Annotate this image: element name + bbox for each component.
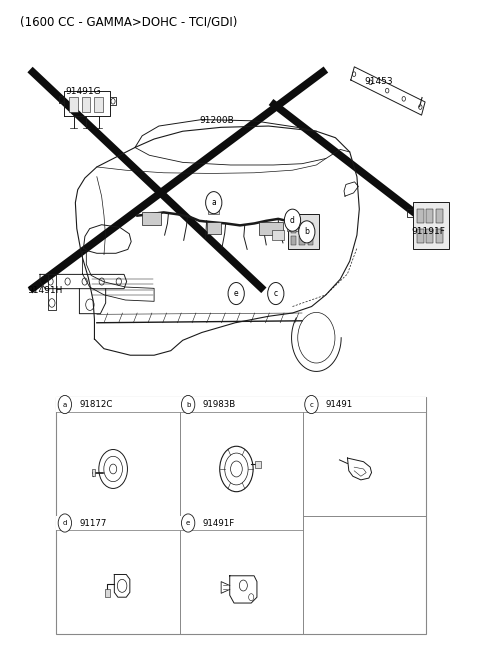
FancyBboxPatch shape [290, 237, 296, 246]
FancyBboxPatch shape [436, 209, 443, 224]
FancyBboxPatch shape [288, 214, 319, 250]
FancyBboxPatch shape [299, 237, 305, 246]
FancyBboxPatch shape [142, 213, 161, 226]
Text: e: e [234, 289, 239, 298]
Text: b: b [186, 402, 191, 408]
FancyBboxPatch shape [259, 222, 283, 235]
FancyBboxPatch shape [308, 237, 313, 246]
Text: 91812C: 91812C [79, 400, 112, 409]
Text: d: d [290, 216, 295, 225]
Text: 91200B: 91200B [199, 116, 234, 125]
FancyBboxPatch shape [426, 229, 433, 243]
Circle shape [268, 282, 284, 304]
FancyBboxPatch shape [292, 224, 312, 239]
FancyBboxPatch shape [413, 202, 449, 248]
FancyBboxPatch shape [94, 96, 103, 112]
FancyBboxPatch shape [105, 589, 109, 597]
Text: 91191F: 91191F [412, 228, 445, 237]
FancyBboxPatch shape [56, 398, 180, 411]
Text: (1600 CC - GAMMA>DOHC - TCI/GDI): (1600 CC - GAMMA>DOHC - TCI/GDI) [21, 16, 238, 29]
Text: a: a [211, 198, 216, 207]
Text: c: c [274, 289, 278, 298]
FancyBboxPatch shape [273, 230, 284, 241]
Text: e: e [186, 520, 190, 526]
FancyBboxPatch shape [208, 204, 219, 215]
FancyBboxPatch shape [206, 222, 221, 234]
Text: d: d [63, 520, 67, 526]
FancyBboxPatch shape [287, 220, 298, 231]
FancyBboxPatch shape [92, 469, 95, 477]
Text: c: c [310, 402, 313, 408]
Text: a: a [63, 402, 67, 408]
Text: b: b [304, 228, 309, 237]
FancyBboxPatch shape [436, 229, 443, 243]
Circle shape [228, 282, 244, 304]
Text: 91177: 91177 [79, 518, 107, 527]
FancyBboxPatch shape [426, 209, 433, 224]
FancyBboxPatch shape [82, 96, 90, 112]
Circle shape [299, 221, 315, 243]
FancyBboxPatch shape [180, 516, 303, 530]
Circle shape [205, 192, 222, 214]
Text: 91491F: 91491F [203, 518, 235, 527]
Circle shape [58, 395, 72, 413]
Text: 91491H: 91491H [28, 286, 63, 295]
FancyBboxPatch shape [308, 224, 313, 233]
Text: 91453: 91453 [364, 77, 393, 86]
Text: 91491: 91491 [326, 400, 353, 409]
FancyBboxPatch shape [417, 209, 424, 224]
FancyBboxPatch shape [56, 516, 180, 530]
Circle shape [284, 209, 300, 231]
FancyBboxPatch shape [255, 462, 261, 468]
FancyBboxPatch shape [417, 229, 424, 243]
Text: 91491G: 91491G [66, 87, 101, 96]
Text: 91983B: 91983B [203, 400, 236, 409]
Circle shape [181, 395, 195, 413]
FancyBboxPatch shape [69, 96, 78, 112]
FancyBboxPatch shape [290, 224, 296, 233]
Circle shape [305, 395, 318, 413]
FancyBboxPatch shape [56, 398, 426, 634]
Circle shape [58, 514, 72, 532]
FancyBboxPatch shape [303, 398, 426, 411]
FancyBboxPatch shape [299, 224, 305, 233]
FancyBboxPatch shape [180, 398, 303, 411]
Circle shape [181, 514, 195, 532]
